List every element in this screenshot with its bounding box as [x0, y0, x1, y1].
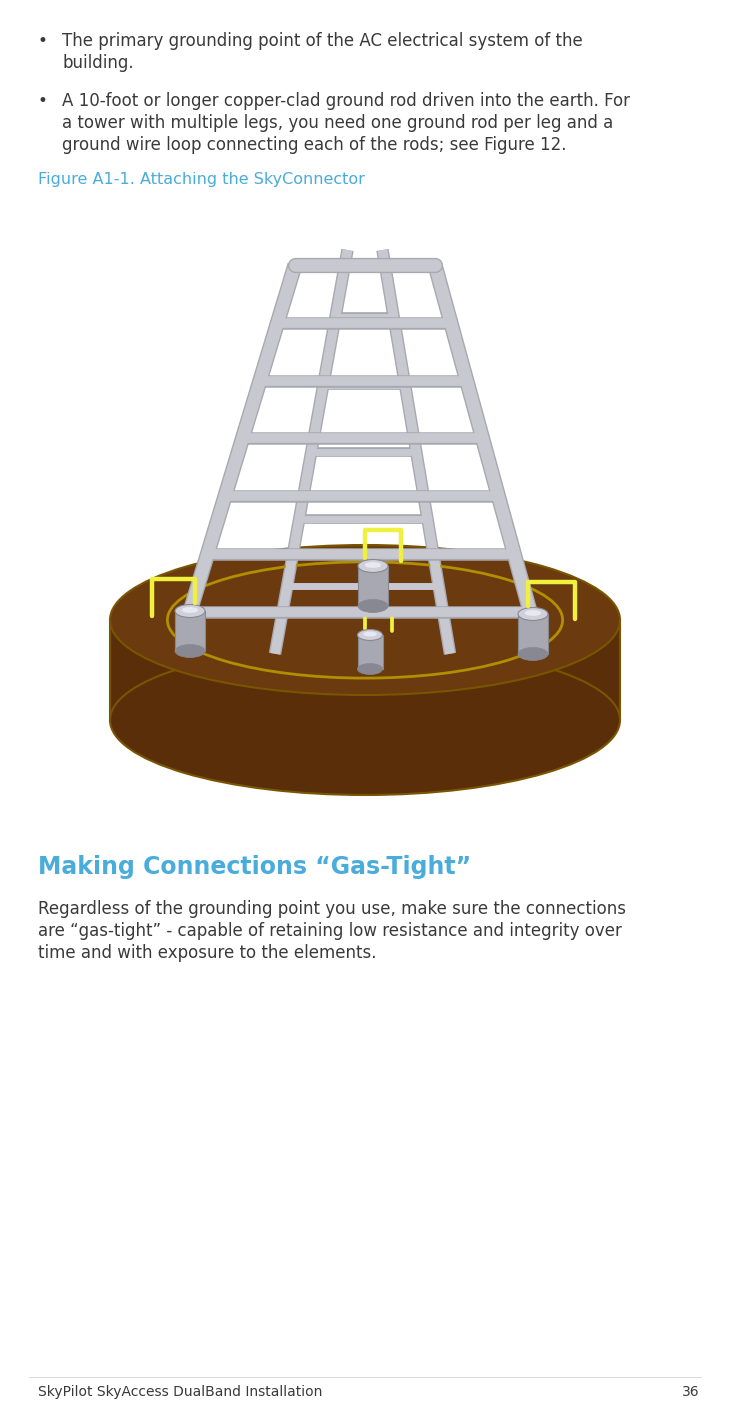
Polygon shape	[110, 619, 620, 720]
Text: Regardless of the grounding point you use, make sure the connections: Regardless of the grounding point you us…	[38, 900, 626, 919]
Polygon shape	[358, 635, 383, 669]
Ellipse shape	[358, 663, 383, 674]
Polygon shape	[175, 611, 205, 650]
Text: building.: building.	[62, 54, 134, 72]
Text: Figure A1-1. Attaching the SkyConnector: Figure A1-1. Attaching the SkyConnector	[38, 172, 365, 188]
Text: Making Connections “Gas-Tight”: Making Connections “Gas-Tight”	[38, 855, 471, 879]
Ellipse shape	[182, 607, 199, 612]
Ellipse shape	[110, 645, 620, 794]
Text: •: •	[38, 92, 48, 110]
Text: time and with exposure to the elements.: time and with exposure to the elements.	[38, 944, 377, 962]
Text: ground wire loop connecting each of the rods; see Figure 12.: ground wire loop connecting each of the …	[62, 135, 566, 154]
Text: •: •	[38, 32, 48, 49]
Ellipse shape	[358, 600, 388, 612]
Ellipse shape	[358, 629, 383, 641]
Text: a tower with multiple legs, you need one ground rod per leg and a: a tower with multiple legs, you need one…	[62, 114, 613, 133]
Ellipse shape	[525, 610, 541, 617]
Polygon shape	[518, 614, 548, 655]
Text: are “gas-tight” - capable of retaining low resistance and integrity over: are “gas-tight” - capable of retaining l…	[38, 921, 622, 940]
Ellipse shape	[110, 545, 620, 696]
Text: The primary grounding point of the AC electrical system of the: The primary grounding point of the AC el…	[62, 32, 583, 49]
Polygon shape	[358, 566, 388, 605]
Ellipse shape	[363, 632, 377, 636]
Ellipse shape	[518, 648, 548, 660]
Text: SkyPilot SkyAccess DualBand Installation: SkyPilot SkyAccess DualBand Installation	[38, 1386, 323, 1398]
Text: A 10-foot or longer copper-clad ground rod driven into the earth. For: A 10-foot or longer copper-clad ground r…	[62, 92, 630, 110]
Ellipse shape	[175, 604, 205, 618]
Text: 36: 36	[683, 1386, 700, 1398]
Ellipse shape	[518, 608, 548, 621]
Ellipse shape	[365, 562, 381, 567]
Ellipse shape	[358, 560, 388, 573]
Ellipse shape	[175, 645, 205, 658]
